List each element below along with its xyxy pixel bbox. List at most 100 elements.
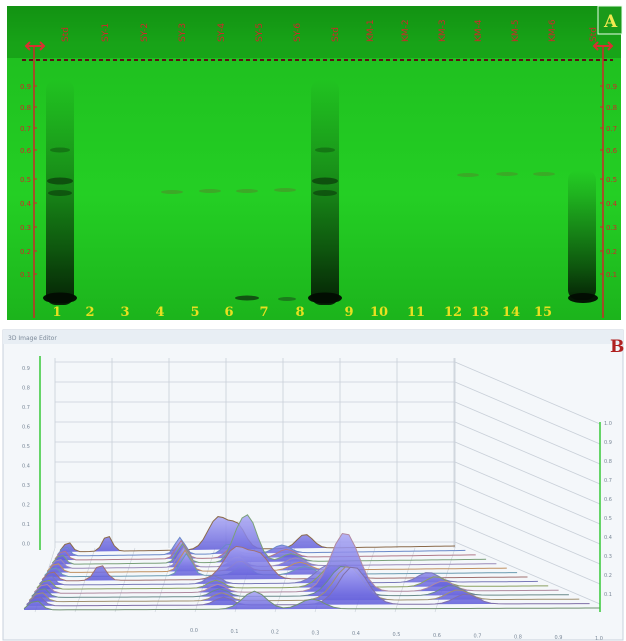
tlc-band bbox=[161, 190, 183, 194]
axis-tick-label: 0.3 bbox=[22, 483, 30, 489]
rf-tick-label: 0.2 bbox=[606, 248, 617, 256]
right-axis-ticks: 1.0 0.9 0.8 0.7 0.6 0.5 0.4 0.3 0.2 0.1 bbox=[604, 421, 612, 598]
axis-tick-label: 0.9 bbox=[604, 440, 612, 446]
lane-number: 5 bbox=[190, 305, 199, 320]
peak-fill bbox=[42, 546, 528, 581]
axis-tick-label: 0.8 bbox=[22, 386, 30, 392]
lane-bands bbox=[43, 147, 598, 304]
track-label: KM-3 bbox=[438, 19, 448, 42]
axis-tick-label: 0.1 bbox=[231, 629, 239, 635]
axis-tick-label: 0.6 bbox=[22, 425, 30, 431]
peak-fill bbox=[24, 591, 600, 610]
lane-number: 10 bbox=[370, 305, 388, 320]
grid-line bbox=[454, 481, 601, 545]
tlc-band bbox=[199, 189, 221, 193]
lane-number: 3 bbox=[120, 305, 129, 320]
bottom-axis-ticks: 0.0 0.1 0.2 0.3 0.4 0.5 0.6 0.7 0.8 0.9 1.0 bbox=[190, 628, 603, 641]
tlc-band bbox=[236, 189, 258, 193]
lane-number: 4 bbox=[155, 305, 164, 320]
densitogram-trace bbox=[36, 565, 549, 590]
rf-tick-label: 0.5 bbox=[20, 176, 31, 184]
densitogram-trace bbox=[39, 564, 538, 586]
lane-number: 11 bbox=[407, 305, 425, 320]
axis-tick-label: 0.1 bbox=[604, 592, 612, 598]
track-label: SY-5 bbox=[255, 23, 265, 42]
rf-tick-label: 0.3 bbox=[606, 224, 617, 232]
tlc-band bbox=[568, 293, 598, 303]
track-label: SY-2 bbox=[140, 23, 150, 42]
track-label: Std bbox=[331, 27, 341, 42]
axis-tick-label: 0.0 bbox=[22, 542, 30, 548]
lane-number: 6 bbox=[224, 305, 233, 320]
lane-number: 12 bbox=[444, 305, 462, 320]
axis-tick-label: 0.5 bbox=[393, 632, 401, 638]
rf-tick-label: 0.7 bbox=[20, 125, 31, 133]
grid-line bbox=[454, 541, 601, 605]
axis-tick-label: 0.2 bbox=[271, 630, 279, 636]
peak-fill bbox=[39, 565, 538, 586]
lane-number: 14 bbox=[502, 305, 520, 320]
rf-tick-label: 0.2 bbox=[20, 248, 31, 256]
plate-top-band bbox=[7, 6, 621, 58]
rf-tick-label: 0.3 bbox=[20, 224, 31, 232]
right-arrow-icon bbox=[592, 41, 614, 51]
rf-tick-label: 0.4 bbox=[606, 200, 618, 208]
axis-tick-label: 0.4 bbox=[352, 631, 360, 637]
rf-tick-label: 0.9 bbox=[20, 83, 31, 91]
grid-line bbox=[454, 401, 601, 465]
axis-tick-label: 1.0 bbox=[604, 421, 612, 427]
panel-a-tlc-plate: Std SY-1 SY-2 SY-3 SY-4 SY-5 SY-6 Std KM-1 KM-2 KM… bbox=[7, 5, 623, 320]
axis-tick-label: 0.6 bbox=[433, 633, 441, 639]
tlc-band bbox=[274, 188, 296, 192]
lane-number: 2 bbox=[85, 305, 94, 320]
peak-fill bbox=[60, 516, 455, 552]
tlc-band bbox=[496, 172, 518, 176]
tlc-band bbox=[47, 177, 73, 185]
lane-number: 1 bbox=[52, 305, 61, 320]
axis-tick-label: 0.2 bbox=[22, 503, 30, 509]
track-label: SY-4 bbox=[217, 23, 227, 42]
lane-smear bbox=[568, 170, 596, 300]
axis-tick-label: 0.0 bbox=[190, 628, 198, 634]
track-label: SY-3 bbox=[178, 23, 188, 42]
axis-tick-label: 0.7 bbox=[474, 634, 482, 640]
axis-tick-label: 0.3 bbox=[604, 554, 612, 560]
left-axis-ticks: 0.9 0.8 0.7 0.6 0.5 0.4 0.3 0.2 0.1 0.0 bbox=[22, 366, 30, 548]
tlc-band bbox=[315, 147, 335, 153]
left-arrow-icon bbox=[24, 41, 46, 51]
grid-line bbox=[454, 461, 601, 525]
tlc-band bbox=[313, 190, 337, 196]
tlc-band bbox=[43, 292, 77, 304]
lane-number: 13 bbox=[471, 305, 489, 320]
axis-tick-label: 0.5 bbox=[22, 444, 30, 450]
window-title: 3D Image Editor bbox=[8, 335, 57, 342]
densitogram-trace bbox=[28, 566, 580, 603]
grid-line bbox=[454, 381, 601, 445]
axis-tick-label: 0.2 bbox=[604, 573, 612, 579]
rf-tick-label: 0.8 bbox=[606, 104, 617, 112]
axis-tick-label: 0.9 bbox=[22, 366, 30, 372]
tlc-band bbox=[457, 173, 479, 177]
track-label: KM-2 bbox=[401, 19, 411, 42]
densitogram-trace bbox=[46, 549, 507, 573]
rf-tick-label: 0.9 bbox=[606, 83, 617, 91]
3d-grid bbox=[34, 358, 601, 613]
grid-line bbox=[454, 441, 601, 505]
axis-tick-label: 0.7 bbox=[22, 405, 30, 411]
grid-line bbox=[454, 521, 601, 585]
rf-tick-label: 0.1 bbox=[20, 271, 31, 279]
panel-b-label: B bbox=[610, 337, 624, 357]
tlc-band bbox=[533, 172, 555, 176]
rf-tick-label: 0.5 bbox=[606, 176, 617, 184]
plot-titlebar bbox=[3, 330, 623, 344]
track-label: Std bbox=[61, 27, 71, 42]
track-label: SY-6 bbox=[293, 23, 303, 42]
rf-tick-label: 0.8 bbox=[20, 104, 31, 112]
lane-number: 8 bbox=[295, 305, 304, 320]
tlc-band bbox=[48, 190, 72, 196]
densitogram-trace bbox=[49, 546, 497, 569]
axis-tick-label: 0.9 bbox=[555, 635, 563, 641]
lane-numbers: 1 2 3 4 5 6 7 8 9 10 11 12 13 14 15 bbox=[52, 305, 552, 320]
rf-ticks-right: 0.9 0.8 0.7 0.6 0.5 0.4 0.3 0.2 0.1 bbox=[600, 83, 618, 279]
